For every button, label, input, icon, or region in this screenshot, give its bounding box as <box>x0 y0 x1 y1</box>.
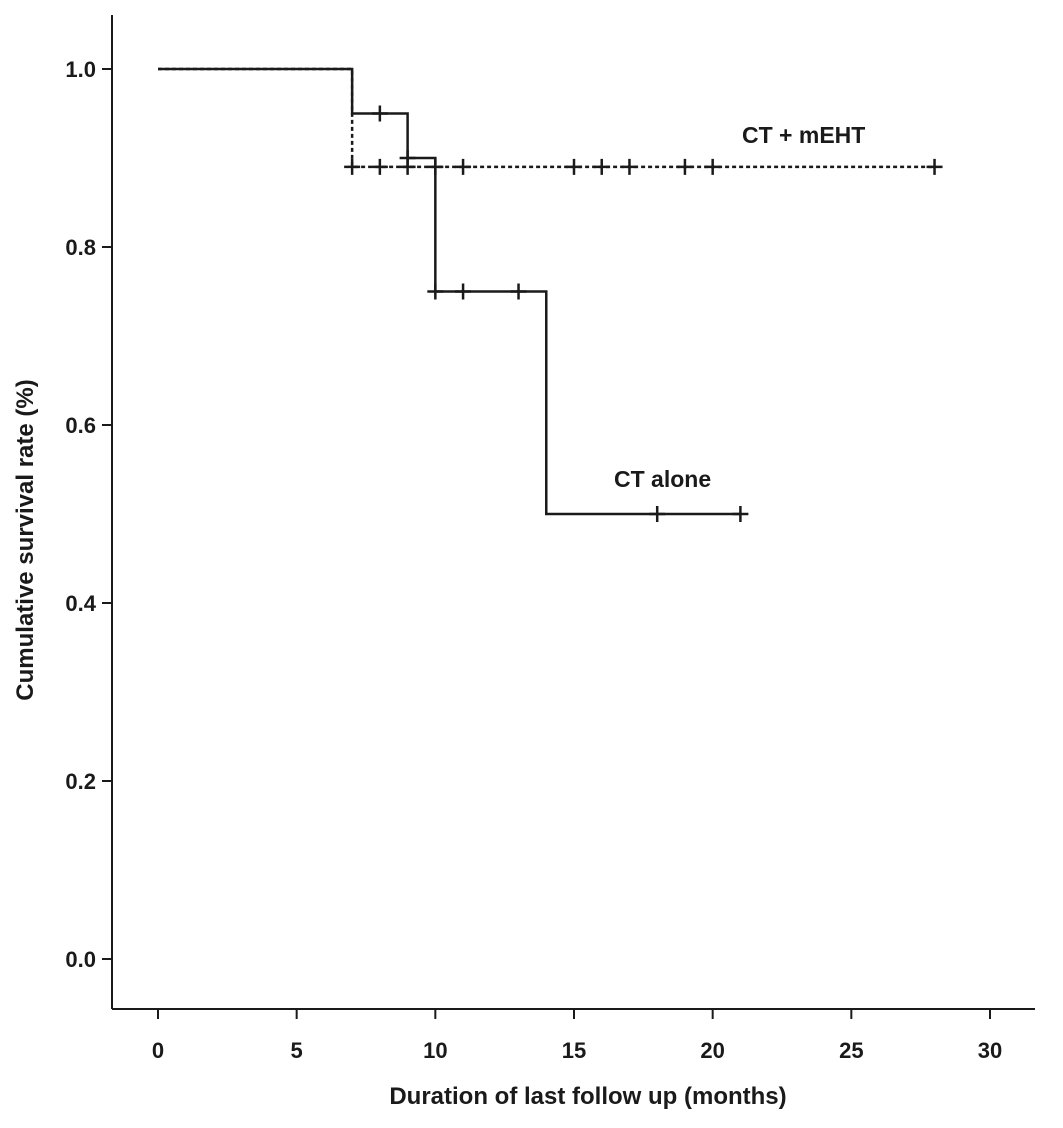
censor-mark <box>704 158 721 175</box>
censor-mark <box>455 283 472 300</box>
survival-line-ct-meht <box>158 67 935 169</box>
y-tick-label: 1.0 <box>65 57 96 82</box>
series-label-ct-mehtt: CT + mEHT <box>742 122 865 148</box>
x-tick-label: 25 <box>839 1038 863 1063</box>
y-tick-label: 0.4 <box>65 591 96 616</box>
censor-mark <box>676 158 693 175</box>
censor-mark <box>926 158 943 175</box>
series-label-ct-alone: CT alone <box>614 466 711 492</box>
censor-mark <box>649 506 666 522</box>
censor-mark <box>344 158 361 175</box>
y-tick-label: 0.2 <box>65 769 96 794</box>
censor-mark <box>510 283 527 300</box>
censor-mark <box>732 506 749 522</box>
series-layer <box>158 67 943 522</box>
x-tick-label: 0 <box>152 1038 164 1063</box>
censor-mark <box>371 105 388 122</box>
x-axis-title: Duration of last follow up (months) <box>389 1083 786 1110</box>
series-ct-alone <box>158 67 749 522</box>
y-tick-label: 0.6 <box>65 413 96 438</box>
censor-mark <box>399 158 416 175</box>
y-tick-label: 0.8 <box>65 235 96 260</box>
censor-mark <box>371 158 388 175</box>
survival-line-ct-alone <box>158 67 741 516</box>
censor-mark <box>593 158 610 175</box>
y-axis-title: Cumulative survival rate (%) <box>12 379 39 700</box>
x-tick-label: 5 <box>291 1038 303 1063</box>
x-tick-label: 10 <box>423 1038 447 1063</box>
censor-mark <box>455 158 472 175</box>
censor-mark <box>427 158 444 175</box>
x-tick-label: 15 <box>562 1038 586 1063</box>
series-ct-meht <box>158 67 943 175</box>
censor-mark <box>621 158 638 175</box>
x-tick-label: 30 <box>978 1038 1002 1063</box>
censor-mark <box>566 158 582 175</box>
censor-mark <box>427 283 444 300</box>
x-tick-label: 20 <box>700 1038 724 1063</box>
ticks: 0 5 10 15 20 25 30 0.0 0.2 0.4 0.6 0.8 1.0 <box>65 57 1002 1063</box>
y-tick-label: 0.0 <box>65 947 96 972</box>
